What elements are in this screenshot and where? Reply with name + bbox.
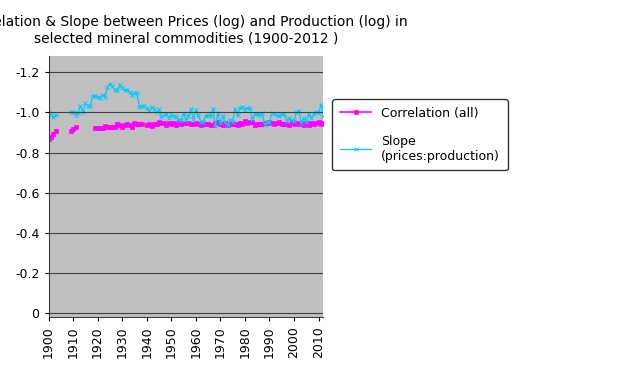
- Line: Slope
(prices:production): Slope (prices:production): [47, 110, 58, 119]
- Title: Correlation & Slope between Prices (log) and Production (log) in
selected minera: Correlation & Slope between Prices (log)…: [0, 15, 408, 45]
- Slope
(prices:production): [45, 110, 52, 114]
- Correlation (all): [49, 131, 57, 136]
- Correlation (all): [52, 129, 60, 133]
- Slope
(prices:production): [52, 113, 60, 117]
- Correlation (all): [45, 137, 52, 142]
- Legend: Correlation (all), Slope
(prices:production): Correlation (all), Slope (prices:product…: [332, 99, 508, 170]
- Correlation (all): [47, 135, 55, 140]
- Line: Correlation (all): Correlation (all): [47, 129, 58, 141]
- Slope
(prices:production): [47, 113, 55, 117]
- Slope
(prices:production): [49, 115, 57, 119]
